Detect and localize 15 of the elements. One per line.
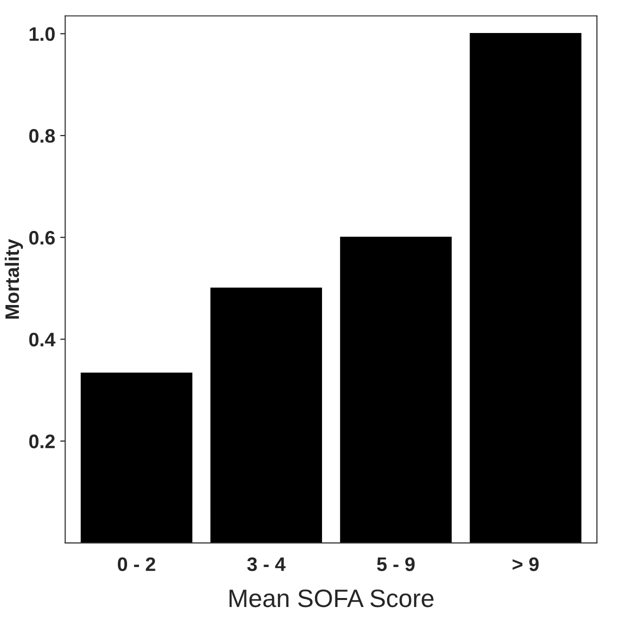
y-tick-label: 0.8	[29, 129, 55, 143]
y-tick-label: 0.6	[29, 230, 55, 245]
y-tick-label: 0.2	[29, 434, 55, 448]
x-tick-label: 3 - 4	[247, 557, 286, 572]
y-axis-title: Mortality	[4, 238, 23, 319]
x-tick-label: 5 - 9	[377, 557, 415, 572]
bar	[340, 236, 452, 543]
y-tick-label: 0.4	[29, 332, 56, 346]
x-tick-label: > 9	[512, 557, 539, 572]
bar	[80, 372, 192, 543]
x-tick-label: 0 - 2	[118, 557, 156, 572]
bar	[210, 288, 322, 543]
x-axis-title: Mean SOFA Score	[230, 589, 434, 608]
bar	[470, 33, 582, 543]
y-tick-label: 1.0	[30, 27, 55, 41]
